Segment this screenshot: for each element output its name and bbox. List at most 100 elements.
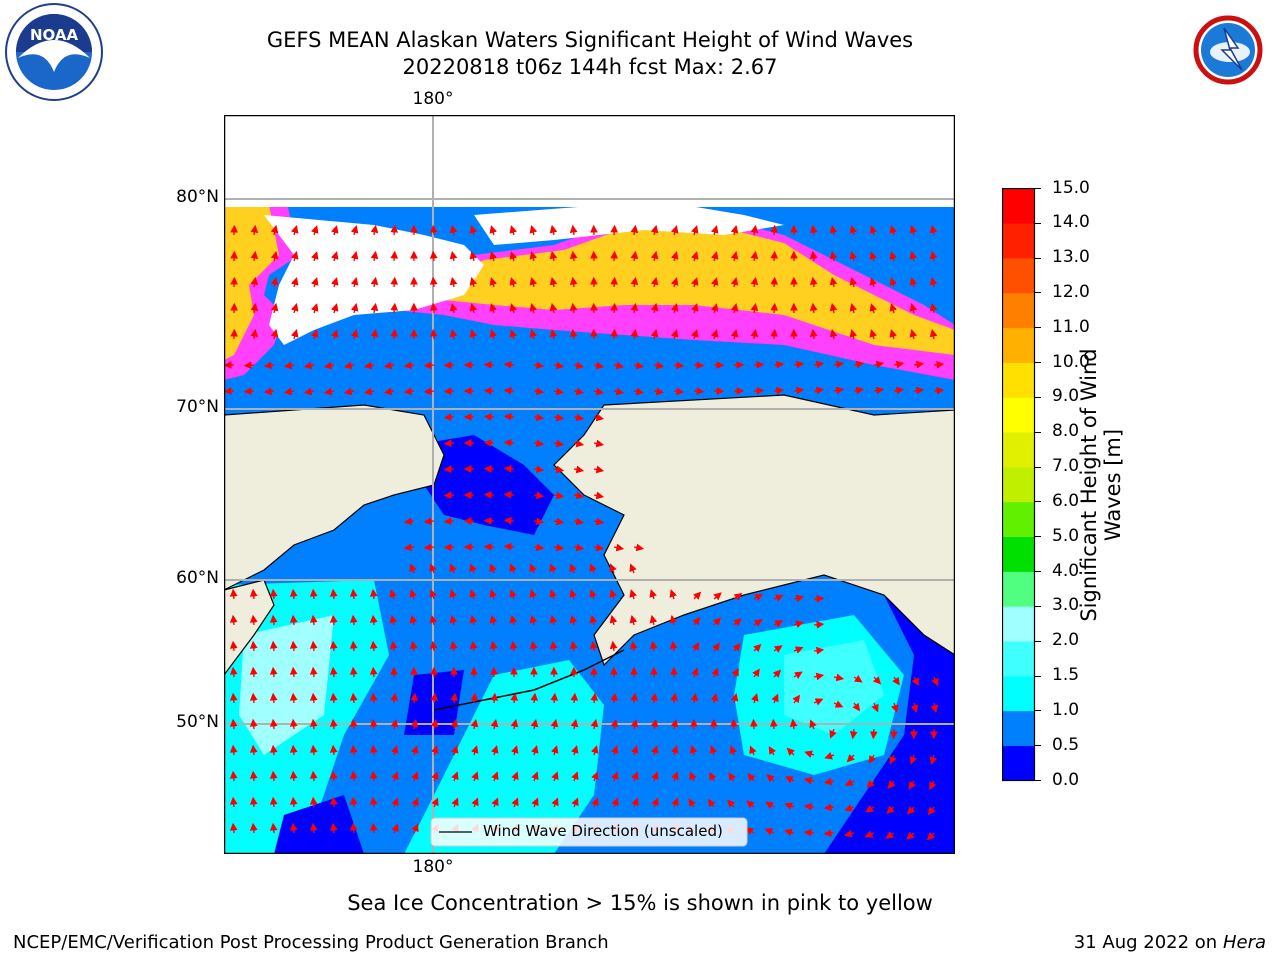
wave-arrow xyxy=(589,589,597,600)
wave-arrow xyxy=(670,251,679,262)
colorbar-segment xyxy=(1002,641,1035,677)
wave-arrow xyxy=(309,666,318,678)
wave-arrow xyxy=(844,829,855,838)
wave-arrow xyxy=(630,224,639,236)
wave-arrow xyxy=(610,250,619,262)
wave-arrow xyxy=(569,589,577,600)
wave-arrow xyxy=(747,772,756,782)
wave-arrow xyxy=(633,543,645,552)
colorbar-tick-label: 5.0 xyxy=(1052,525,1080,546)
lat-label-50: 50°N xyxy=(176,712,219,732)
noaa-logo-icon: NOAA xyxy=(5,3,103,101)
wave-arrow xyxy=(786,747,795,756)
wave-arrow xyxy=(410,692,419,704)
wave-arrow xyxy=(370,276,379,288)
wave-arrow xyxy=(809,276,818,288)
wave-arrow xyxy=(509,614,518,626)
wave-arrow xyxy=(330,225,339,236)
wave-arrow xyxy=(593,413,605,422)
wave-arrow xyxy=(270,224,279,236)
wave-arrow xyxy=(489,251,498,262)
colorbar-tick-label: 11.0 xyxy=(1052,316,1090,337)
wave-direction-arrows xyxy=(224,224,945,841)
wave-arrow xyxy=(529,329,538,340)
wave-arrow xyxy=(329,640,338,652)
wave-arrow xyxy=(570,718,579,730)
wave-arrow xyxy=(765,801,775,810)
wave-arrow xyxy=(283,387,295,396)
wave-arrow xyxy=(591,771,599,782)
wave-arrow xyxy=(793,386,805,395)
wave-arrow xyxy=(670,718,679,730)
wave-arrow xyxy=(872,676,882,685)
lat-label-80: 80°N xyxy=(176,187,219,207)
wave-arrow xyxy=(249,614,258,626)
wave-arrow xyxy=(350,251,359,262)
wave-arrow xyxy=(471,797,479,808)
wave-arrow xyxy=(430,718,439,730)
wave-arrow xyxy=(610,692,619,704)
wave-arrow xyxy=(792,694,801,704)
colorbar-tick-label: 8.0 xyxy=(1052,421,1080,442)
wave-arrow xyxy=(864,830,875,838)
colorbar-tick-label: 1.5 xyxy=(1052,665,1080,686)
wave-arrow xyxy=(710,277,719,288)
wave-arrow xyxy=(768,746,777,756)
wave-arrow xyxy=(613,361,625,370)
wave-arrow xyxy=(803,828,815,837)
wave-arrow xyxy=(889,277,898,288)
wave-arrow xyxy=(250,250,259,262)
wave-arrow xyxy=(691,667,699,678)
wave-arrow xyxy=(853,675,863,683)
wave-arrow xyxy=(871,702,879,713)
wave-arrow xyxy=(369,666,378,678)
wave-arrow xyxy=(823,803,835,812)
wave-arrow xyxy=(929,328,938,340)
wave-arrow xyxy=(669,640,678,652)
wave-arrow xyxy=(551,797,559,808)
wave-arrow xyxy=(691,642,700,652)
colorbar-segment xyxy=(1002,536,1035,572)
wave-arrow xyxy=(410,745,419,756)
colorbar-segment xyxy=(1002,362,1035,398)
wave-arrow xyxy=(752,668,760,678)
wave-arrow xyxy=(289,744,298,756)
wave-arrow xyxy=(691,225,699,236)
wave-arrow xyxy=(449,640,458,652)
wave-arrow xyxy=(533,517,545,526)
wave-arrow xyxy=(303,361,315,370)
wave-arrow xyxy=(844,778,855,786)
wave-arrow xyxy=(553,543,565,552)
colorbar-tick-mark xyxy=(1035,605,1041,607)
wave-arrow xyxy=(290,277,299,288)
wave-arrow xyxy=(250,224,259,236)
wave-arrow xyxy=(503,516,515,525)
wave-arrow xyxy=(489,277,498,288)
wave-arrow xyxy=(553,413,565,422)
map-frame xyxy=(224,115,955,854)
wave-arrow xyxy=(691,251,699,262)
wave-arrow xyxy=(370,224,379,236)
wave-arrow xyxy=(593,491,605,500)
wave-arrow xyxy=(809,250,818,262)
wave-arrow xyxy=(907,806,916,815)
map-legend-label: Wind Wave Direction (unscaled) xyxy=(483,822,723,840)
wave-arrow xyxy=(590,745,599,756)
wave-arrow xyxy=(429,224,438,236)
footer-branch: NCEP/EMC/Verification Post Processing Pr… xyxy=(13,932,609,953)
wave-arrow xyxy=(750,276,759,288)
wave-arrow xyxy=(469,329,478,340)
wave-arrow xyxy=(349,796,358,808)
wave-arrow xyxy=(868,754,877,764)
wave-arrow xyxy=(471,771,479,782)
wave-arrow xyxy=(369,588,378,600)
wave-arrow xyxy=(809,302,818,314)
wave-arrow xyxy=(243,387,255,396)
wave-arrow xyxy=(730,329,739,340)
wave-arrow xyxy=(793,360,805,369)
wave-arrow xyxy=(349,718,358,730)
colorbar-tick-label: 0.5 xyxy=(1052,734,1080,755)
colorbar-segment xyxy=(1002,188,1035,224)
wave-arrow xyxy=(489,563,497,574)
wave-arrow xyxy=(569,328,578,340)
